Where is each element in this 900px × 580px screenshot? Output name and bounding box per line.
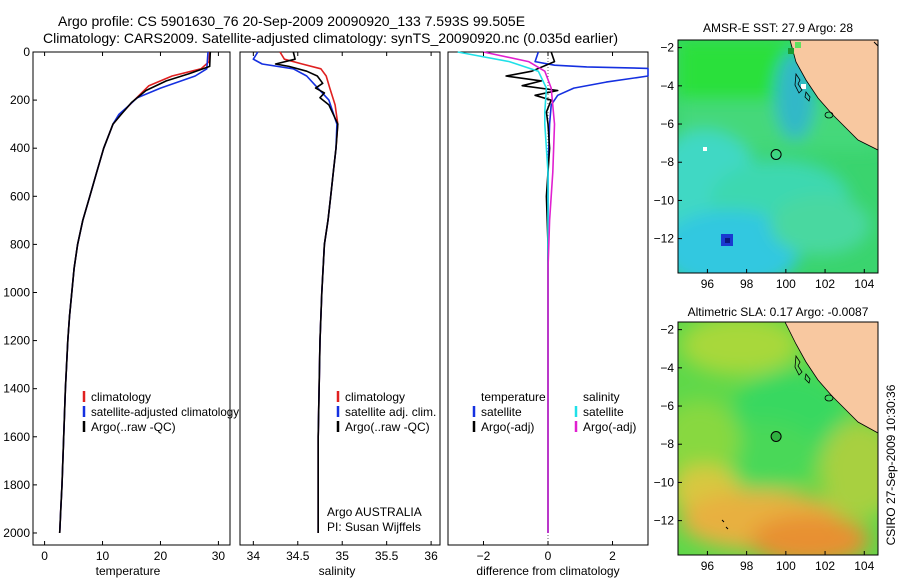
difference-panel: −2 0 2 difference from climatology tempera… [447, 51, 649, 578]
temperature-xtick-label: 20 [154, 549, 168, 563]
salinity-xlabel: salinity [319, 564, 356, 578]
salinity-legend-argo: Argo(..raw -QC) [345, 420, 430, 434]
temperature-legend-climatology: climatology [91, 390, 151, 404]
temperature-xtick-label: 30 [212, 549, 226, 563]
salinity-legend-satellite: satellite adj. clim. [345, 405, 436, 419]
header-line-1: Argo profile: CS 5901630_76 20-Sep-2009 … [58, 13, 525, 29]
temperature-series-argo [58, 51, 212, 534]
depth-ytick-label: 1800 [3, 478, 30, 492]
difference-xtick-label: −2 [477, 549, 491, 563]
sst-map-ytick-label: −2 [660, 41, 674, 55]
sst-map-ytick-label: −4 [660, 79, 674, 93]
difference-legend-heading-temperature: temperature [481, 390, 546, 404]
sst-map-ytick-label: −8 [660, 155, 674, 169]
depth-ytick-label: 1400 [3, 382, 30, 396]
salinity-annotation-pi: PI: Susan Wijffels [327, 520, 421, 534]
sst-map-ytick-label: −12 [654, 232, 675, 246]
sla-map-title: Altimetric SLA: 0.17 Argo: -0.0087 [688, 305, 869, 319]
sst-map-title: AMSR-E SST: 27.9 Argo: 28 [703, 21, 853, 35]
sla-map-ytick-label: −10 [654, 475, 675, 489]
sst-map-xtick-label: 104 [854, 277, 874, 291]
difference-series-salinity-argo [483, 51, 556, 533]
depth-ytick-label: 2000 [3, 526, 30, 540]
sst-map-xtick-label: 100 [776, 277, 796, 291]
temperature-legend-argo: Argo(..raw -QC) [91, 420, 176, 434]
sst-map-panel: AMSR-E SST: 27.9 Argo: 28 [654, 21, 879, 291]
difference-legend-temp-argo: Argo(-adj) [481, 420, 534, 434]
sla-map-panel: Altimetric SLA: 0.17 Argo: -0.0087 96 98 1… [654, 305, 879, 573]
sla-map-xtick-label: 104 [854, 559, 874, 573]
salinity-xtick-label: 36 [424, 549, 438, 563]
difference-legend-sal-argo: Argo(-adj) [583, 420, 636, 434]
difference-legend-heading-salinity: salinity [583, 390, 620, 404]
temperature-panel: 0 10 20 30 0 200 400 600 800 1000 1200 1400 1600 180… [3, 45, 239, 578]
difference-xtick-label: 0 [545, 549, 552, 563]
sst-map-ytick-label: −10 [654, 193, 675, 207]
sla-map-xtick-label: 102 [815, 559, 835, 573]
salinity-xtick-label: 34 [247, 549, 261, 563]
depth-ytick-label: 400 [10, 141, 30, 155]
difference-legend-temp-satellite: satellite [481, 405, 522, 419]
depth-ytick-label: 1000 [3, 285, 30, 299]
depth-ytick-label: 1200 [3, 334, 30, 348]
sla-map-ytick-label: −2 [660, 323, 674, 337]
depth-ytick-label: 800 [10, 237, 30, 251]
difference-legend: temperature salinity satellite Argo(-adj… [472, 390, 636, 434]
salinity-axes-frame [239, 51, 441, 546]
sla-map-xtick-label: 96 [701, 559, 715, 573]
sla-map-ytick-label: −6 [660, 399, 674, 413]
difference-legend-sal-satellite: satellite [583, 405, 624, 419]
difference-xtick-label: 2 [609, 549, 616, 563]
salinity-xtick-label: 34.5 [286, 549, 310, 563]
salinity-legend: climatology satellite adj. clim. Argo(..… [336, 390, 436, 434]
temperature-axes-frame [32, 51, 231, 546]
temperature-legend: climatology satellite-adjusted climatolo… [82, 390, 239, 434]
salinity-legend-climatology: climatology [345, 390, 405, 404]
depth-ytick-label: 200 [10, 93, 30, 107]
sst-map-xtick-label: 96 [701, 277, 715, 291]
header-line-2: Climatology: CARS2009. Satellite-adjuste… [43, 30, 618, 46]
sla-map-xtick-label: 98 [740, 559, 754, 573]
salinity-xtick-label: 35.5 [375, 549, 399, 563]
sst-argo-position-marker [770, 149, 782, 160]
temperature-xlabel: temperature [96, 564, 161, 578]
sla-map-frame [677, 321, 879, 556]
salinity-annotation-program: Argo AUSTRALIA [327, 505, 422, 519]
salinity-series-argo [274, 51, 339, 533]
sla-argo-position-marker [770, 431, 782, 442]
salinity-xtick-label: 35 [336, 549, 350, 563]
sla-map-ytick-label: −4 [660, 361, 674, 375]
side-label: CSIRO 27-Sep-2009 10:30:36 [884, 384, 898, 545]
sst-map-ytick-label: −6 [660, 117, 674, 131]
depth-ytick-label: 600 [10, 189, 30, 203]
temperature-legend-satellite: satellite-adjusted climatology [91, 405, 239, 419]
sla-map-ytick-label: −8 [660, 437, 674, 451]
sst-map-xtick-label: 98 [740, 277, 754, 291]
salinity-panel: 34 34.5 35 35.5 36 salinity climatology sate… [239, 51, 441, 578]
depth-ytick-label: 0 [23, 45, 30, 59]
temperature-xtick-label: 10 [96, 549, 110, 563]
sla-map-image [678, 322, 878, 555]
sla-map-ytick-label: −12 [654, 514, 675, 528]
difference-series-salinity-satellite [457, 51, 549, 533]
sla-map-xtick-label: 100 [776, 559, 796, 573]
sst-map-xtick-label: 102 [815, 277, 835, 291]
temperature-xtick-label: 0 [41, 549, 48, 563]
sst-map-frame [677, 39, 879, 274]
sst-map-image [678, 40, 878, 273]
depth-ytick-label: 1600 [3, 430, 30, 444]
difference-xlabel: difference from climatology [476, 564, 619, 578]
